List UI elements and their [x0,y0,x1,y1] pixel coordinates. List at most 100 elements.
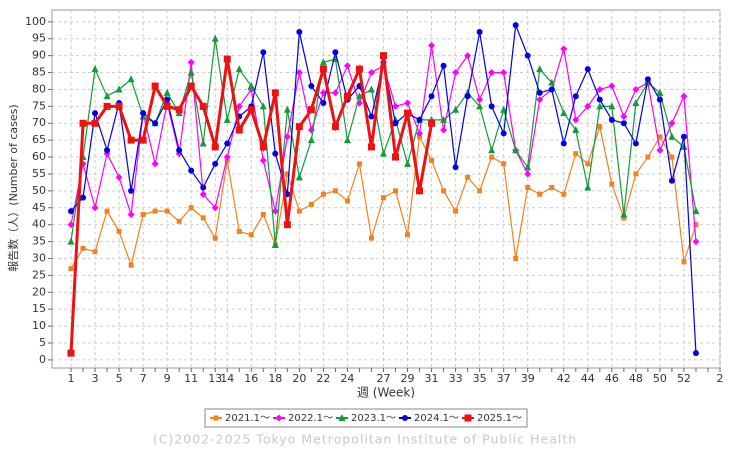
x-tick-label: 18 [268,372,282,385]
marker [295,173,303,181]
marker [104,147,111,154]
marker [199,102,207,110]
marker [668,177,675,184]
x-tick-label: 22 [316,372,330,385]
marker [560,45,568,53]
marker [140,212,146,218]
marker [692,238,700,246]
x-tick-label: 37 [497,372,511,385]
legend-label: 2021.1～ [225,413,270,424]
marker [548,78,556,86]
marker [116,228,122,234]
marker [392,120,399,127]
marker [338,414,346,421]
marker [103,102,111,110]
marker [284,171,290,177]
marker [560,140,567,147]
marker [512,146,520,154]
x-tick-label: 2 [717,372,724,385]
marker [115,85,123,93]
marker [200,215,206,221]
marker [187,82,195,90]
x-tick-label: 7 [140,372,147,385]
legend-box [204,408,528,428]
marker [68,266,74,272]
marker [188,205,194,211]
y-tick-label: 90 [32,49,46,62]
y-tick-label: 85 [32,66,46,79]
marker [513,255,519,261]
marker [223,55,231,63]
marker [548,86,555,93]
marker [632,85,640,93]
marker [656,96,663,103]
legend-label: 2025.1～ [477,413,522,424]
x-tick-label: 33 [449,372,463,385]
y-tick-label: 80 [32,82,46,95]
legend-label: 2023.1～ [351,413,396,424]
marker [127,211,135,219]
marker [416,129,424,137]
marker [127,136,135,144]
marker [272,150,279,157]
marker [271,240,279,248]
marker [213,415,219,421]
marker [259,143,267,151]
marker [224,140,231,147]
marker [561,191,567,197]
marker [609,181,615,187]
marker [680,92,688,100]
marker [296,208,302,214]
marker [92,249,98,255]
marker [452,164,459,171]
x-tick-label: 3 [92,372,99,385]
x-axis-label: 週 (Week) [357,386,415,400]
marker [91,119,99,127]
marker [572,93,579,100]
x-tick-label: 13 [208,372,222,385]
marker [693,222,699,228]
marker [440,62,447,69]
marker [404,99,412,107]
y-tick-label: 70 [32,116,46,129]
marker [355,92,363,100]
marker [621,215,627,221]
marker [331,123,339,131]
marker [260,212,266,218]
marker [223,153,231,161]
marker [259,102,267,110]
marker [308,201,314,207]
footer: (C)2002-2025 Tokyo Metropolitan Institut… [153,432,577,447]
marker [584,183,592,191]
marker [68,208,74,215]
marker [319,65,327,73]
marker [404,159,412,167]
marker [115,173,123,181]
marker [307,136,315,144]
marker [404,109,412,117]
marker [356,161,362,167]
marker [452,105,460,113]
marker [235,102,243,110]
marker [476,102,484,110]
marker [163,88,171,96]
marker [103,92,111,100]
x-tick-label: 29 [401,372,415,385]
x-tick-label: 1 [68,372,75,385]
marker [440,126,448,134]
marker [211,204,219,212]
marker [402,415,408,421]
marker [657,134,663,140]
marker [477,188,483,194]
x-tick-label: 50 [653,372,667,385]
marker [620,112,628,120]
marker [596,102,604,110]
marker [332,49,339,56]
marker [405,232,411,238]
marker [235,126,243,134]
y-tick-label: 5 [39,336,46,349]
marker [271,89,279,97]
marker [223,115,231,123]
marker [512,22,519,29]
